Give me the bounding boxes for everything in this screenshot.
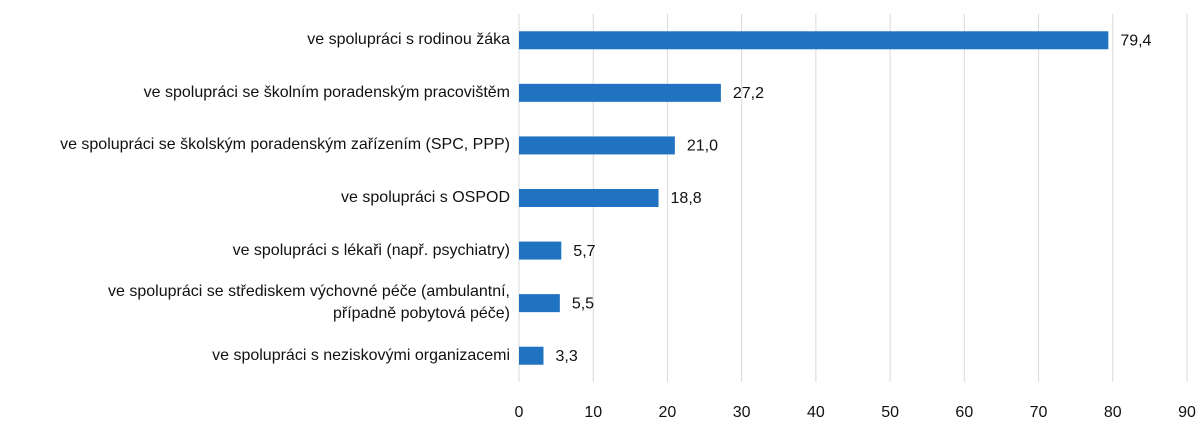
bar — [519, 31, 1109, 50]
value-label: 21,0 — [687, 138, 718, 155]
x-tick-label: 0 — [515, 404, 524, 421]
x-tick-label: 40 — [807, 404, 825, 421]
bar — [519, 83, 721, 102]
value-label: 5,5 — [572, 295, 594, 312]
value-label: 5,7 — [573, 243, 595, 260]
category-label: ve spolupráci se školským poradenským za… — [60, 136, 510, 154]
category-label: ve spolupráci s OSPOD — [341, 189, 510, 206]
x-tick-label: 10 — [584, 404, 602, 421]
value-label: 79,4 — [1120, 33, 1151, 50]
bar — [519, 241, 562, 260]
bar — [519, 294, 560, 313]
x-tick-label: 30 — [733, 404, 751, 421]
value-label: 3,3 — [555, 348, 577, 365]
bar — [519, 136, 675, 155]
x-tick-label: 80 — [1104, 404, 1122, 421]
category-label: ve spolupráci se střediskem výchovné péč… — [108, 283, 510, 323]
category-label: ve spolupráci s rodinou žáka — [307, 31, 510, 49]
bar — [519, 189, 659, 207]
x-tick-label: 50 — [881, 404, 899, 421]
x-tick-label: 90 — [1178, 404, 1196, 421]
bar — [519, 346, 544, 365]
x-tick-label: 70 — [1030, 404, 1048, 421]
value-label: 18,8 — [671, 190, 702, 207]
category-label: ve spolupráci s neziskovými organizacemi — [212, 346, 510, 364]
value-label: 27,2 — [733, 85, 764, 102]
x-tick-label: 20 — [659, 404, 677, 421]
category-label: ve spolupráci s lékaři (např. psychiatry… — [232, 241, 510, 259]
x-tick-label: 60 — [955, 404, 973, 421]
category-label: ve spolupráci se školním poradenským pra… — [143, 83, 510, 101]
